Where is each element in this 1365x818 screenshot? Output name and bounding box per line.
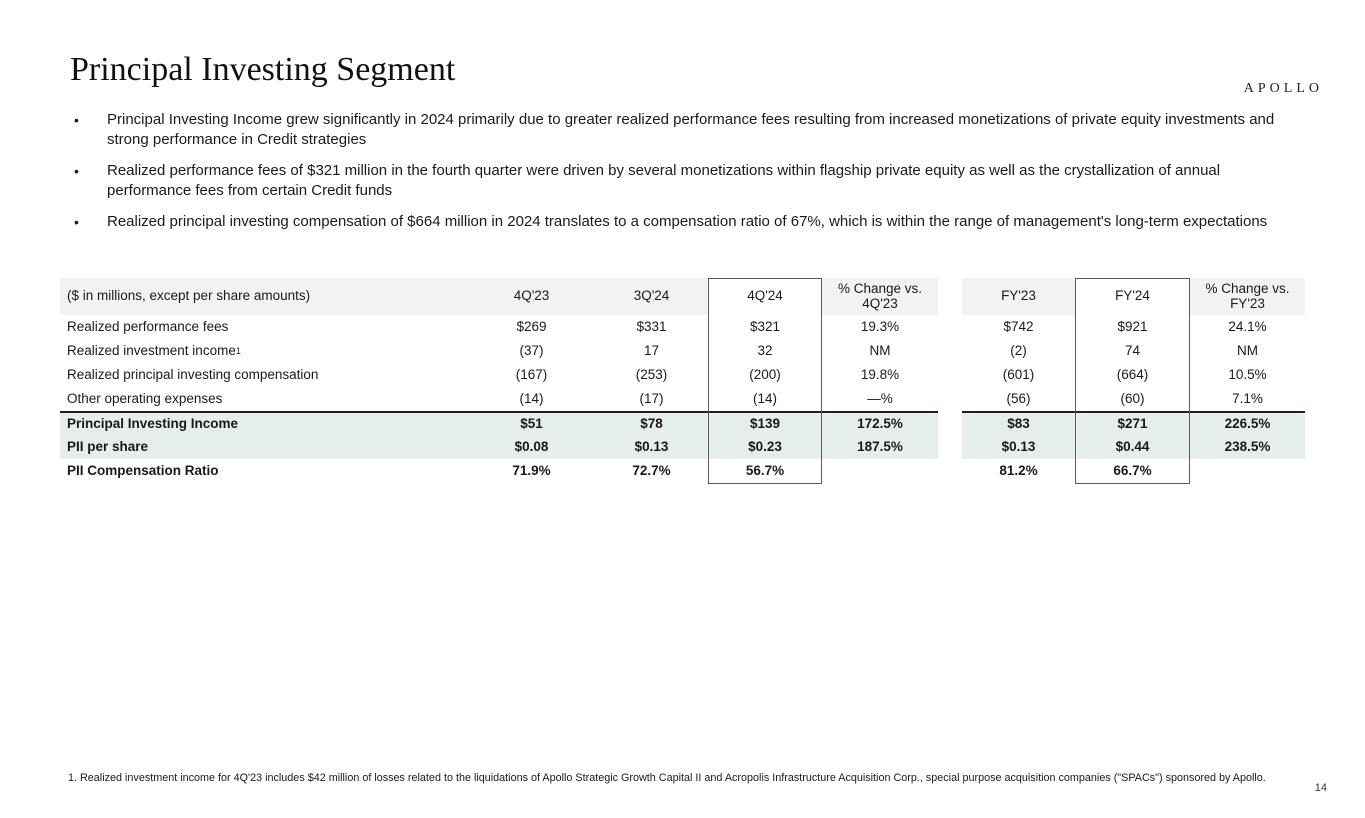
table-cell: (200) xyxy=(749,366,781,382)
table-cell: $83 xyxy=(962,411,1075,435)
column-header: 4Q'24 xyxy=(747,288,783,304)
table-cell: 7.1% xyxy=(1232,390,1263,406)
column-gap xyxy=(938,278,962,315)
bullet-item: • Realized performance fees of $321 mill… xyxy=(74,161,1292,201)
table-cell: $0.08 xyxy=(468,435,595,459)
table-cell: (17) xyxy=(639,390,664,406)
table-cell: (601) xyxy=(1002,366,1035,382)
bullet-list: • Principal Investing Income grew signif… xyxy=(74,110,1292,232)
table-cell: $271 xyxy=(1075,411,1190,435)
table-cell xyxy=(822,459,938,484)
table-row-total: Principal Investing Income $51 $78 $139 … xyxy=(60,411,1305,435)
bullet-marker-icon: • xyxy=(74,163,79,179)
table-cell: 24.1% xyxy=(1228,318,1267,334)
table-cell: (60) xyxy=(1120,390,1145,406)
column-gap xyxy=(938,459,962,484)
table-cell: $921 xyxy=(1117,318,1148,334)
table-cell: (664) xyxy=(1116,366,1149,382)
column-header: FY'24 xyxy=(1115,288,1150,304)
table-cell: (253) xyxy=(635,366,668,382)
financial-table: ($ in millions, except per share amounts… xyxy=(60,278,1305,484)
table-cell: 72.7% xyxy=(632,463,671,479)
table-cell: NM xyxy=(869,342,891,358)
bullet-marker-icon: • xyxy=(74,214,79,230)
bullet-text: Realized performance fees of $321 millio… xyxy=(107,162,1221,199)
column-gap xyxy=(938,387,962,411)
column-header: ($ in millions, except per share amounts… xyxy=(60,278,468,315)
table-cell: (14) xyxy=(752,390,777,406)
table-cell: —% xyxy=(867,390,893,406)
table-cell: 66.7% xyxy=(1113,463,1152,479)
footnote: 1. Realized investment income for 4Q'23 … xyxy=(68,772,1266,784)
table-header-row: ($ in millions, except per share amounts… xyxy=(60,278,1305,315)
table-cell: 226.5% xyxy=(1190,411,1305,435)
table-cell: 19.8% xyxy=(860,366,900,382)
bullet-text: Principal Investing Income grew signific… xyxy=(107,111,1275,148)
row-label: Principal Investing Income xyxy=(60,411,468,435)
table-cell: $0.13 xyxy=(595,435,708,459)
table-cell: $0.13 xyxy=(962,435,1075,459)
table-cell: (2) xyxy=(1010,342,1027,358)
table-cell: (167) xyxy=(515,366,548,382)
table-cell: 19.3% xyxy=(860,318,900,334)
table-cell xyxy=(1190,459,1305,484)
table-cell: $78 xyxy=(595,411,708,435)
page-number: 14 xyxy=(1314,782,1327,794)
page-title: Principal Investing Segment xyxy=(70,51,456,88)
table-cell: $0.23 xyxy=(708,435,822,459)
table-cell: $0.44 xyxy=(1075,435,1190,459)
table-cell: $331 xyxy=(636,318,667,334)
row-label: PII Compensation Ratio xyxy=(67,463,219,479)
table-cell: 238.5% xyxy=(1190,435,1305,459)
table-cell: (37) xyxy=(519,342,544,358)
bullet-item: • Realized principal investing compensat… xyxy=(74,212,1292,232)
table-cell: $742 xyxy=(1003,318,1034,334)
table-cell: 74 xyxy=(1124,342,1141,358)
column-header: % Change vs. 4Q'23 xyxy=(822,278,938,315)
column-gap xyxy=(938,339,962,363)
column-gap xyxy=(938,411,962,435)
table-cell: 56.7% xyxy=(745,463,785,479)
bullet-item: • Principal Investing Income grew signif… xyxy=(74,110,1292,150)
table-cell: $321 xyxy=(749,318,781,334)
table-cell: NM xyxy=(1237,342,1258,358)
row-label: PII per share xyxy=(60,435,468,459)
table-cell: $269 xyxy=(516,318,547,334)
column-gap xyxy=(938,435,962,459)
table-cell: 17 xyxy=(643,342,660,358)
column-header: 3Q'24 xyxy=(595,278,708,315)
column-header: FY'23 xyxy=(962,278,1075,315)
table-row: Other operating expenses (14) (17) (14) … xyxy=(60,387,1305,411)
row-label-text: Realized investment income xyxy=(67,342,236,358)
column-header: % Change vs. FY'23 xyxy=(1190,278,1305,315)
table-cell: 187.5% xyxy=(822,435,938,459)
row-label: Other operating expenses xyxy=(67,390,223,406)
table-cell: (56) xyxy=(1006,390,1031,406)
apollo-logo: APOLLO xyxy=(1243,81,1323,96)
row-label: Realized investment income 1 xyxy=(67,342,241,358)
column-gap xyxy=(938,315,962,339)
row-label: Realized principal investing compensatio… xyxy=(67,366,319,382)
table-row: Realized principal investing compensatio… xyxy=(60,363,1305,387)
table-row: Realized performance fees $269 $331 $321… xyxy=(60,315,1305,339)
table-row-total: PII per share $0.08 $0.13 $0.23 187.5% $… xyxy=(60,435,1305,459)
table-cell: 81.2% xyxy=(999,463,1038,479)
table-cell: 172.5% xyxy=(822,411,938,435)
table-cell: 32 xyxy=(757,342,773,358)
table-row: Realized investment income 1 (37) 17 32 N… xyxy=(60,339,1305,363)
table-cell: 71.9% xyxy=(512,463,551,479)
table-cell: (14) xyxy=(519,390,544,406)
column-header: 4Q'23 xyxy=(468,278,595,315)
table-cell: $51 xyxy=(468,411,595,435)
bullet-marker-icon: • xyxy=(74,112,79,128)
table-cell: 10.5% xyxy=(1228,366,1267,382)
column-gap xyxy=(938,363,962,387)
table-cell: $139 xyxy=(708,411,822,435)
table-row-total: PII Compensation Ratio 71.9% 72.7% 56.7%… xyxy=(60,459,1305,484)
bullet-text: Realized principal investing compensatio… xyxy=(107,213,1268,230)
row-label: Realized performance fees xyxy=(67,318,229,334)
